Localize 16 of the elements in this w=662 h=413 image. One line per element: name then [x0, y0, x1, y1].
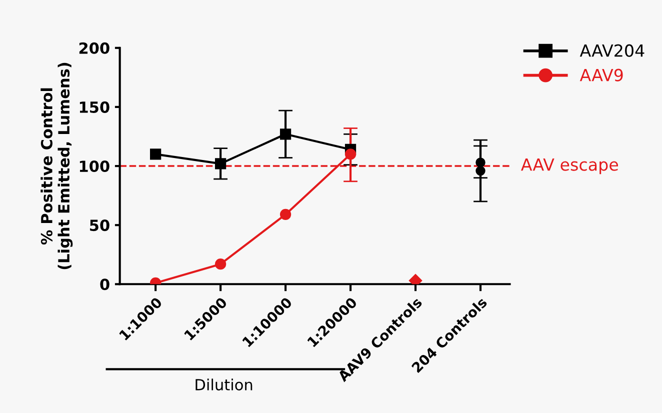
point	[280, 128, 292, 140]
ref-line-label: AAV escape	[520, 158, 618, 174]
legend-label: AAV9	[580, 68, 623, 82]
legend-label: AAV204	[580, 44, 644, 57]
text: Dilution	[196, 378, 252, 390]
point	[344, 148, 356, 160]
point	[214, 258, 226, 270]
point	[280, 208, 292, 220]
y-tick-label: 50	[90, 220, 110, 232]
y-tick-label: 100	[80, 160, 110, 172]
y-axis-title: % Positive Control (Light Emitted, Lumens)	[40, 62, 73, 270]
y-tick-label: 150	[80, 101, 110, 113]
point	[150, 148, 162, 160]
y-tick-label: 0	[100, 278, 110, 290]
y-tick-label: 200	[79, 42, 110, 54]
point	[214, 158, 226, 170]
